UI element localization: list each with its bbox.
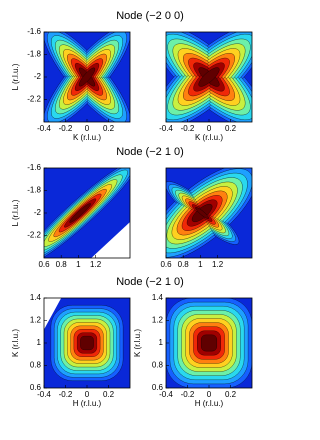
y-tick-label: 0.6: [30, 383, 42, 392]
y-axis-label: K (r.l.u.): [133, 329, 142, 357]
y-axis-label: L (r.l.u.): [11, 199, 20, 226]
x-tick-label: 0: [207, 124, 212, 133]
x-tick-label: -0.2: [59, 390, 73, 399]
contour-level: [80, 335, 94, 351]
y-tick-label: 1: [37, 338, 42, 347]
x-tick-label: 1: [76, 260, 81, 269]
y-tick-label: 1.4: [30, 293, 42, 302]
contour-plot: [166, 32, 252, 122]
x-tick-label: 0: [207, 390, 212, 399]
masked-region: [44, 298, 62, 330]
y-tick-label: -1.8: [27, 50, 41, 59]
x-tick-label: -0.2: [181, 124, 195, 133]
y-tick-label: -1.6: [27, 163, 41, 172]
x-tick-label: 1.2: [212, 260, 224, 269]
contour-plot: [166, 168, 252, 258]
contour-plot: [44, 32, 130, 122]
contour-level: [78, 67, 96, 87]
y-tick-label: -2: [34, 208, 42, 217]
x-tick-label: 0.6: [38, 260, 50, 269]
plot-frame: [165, 167, 253, 259]
contour-fill: [69, 203, 91, 223]
x-tick-label: 0.2: [225, 124, 237, 133]
x-tick-label: 0.2: [225, 390, 237, 399]
y-tick-label: -1.6: [27, 27, 41, 36]
x-tick-label: 0: [85, 124, 90, 133]
contour-fill: [80, 335, 94, 351]
panel-title: Node (−2 0 0): [116, 10, 184, 22]
x-tick-label: 0.8: [178, 260, 190, 269]
contour-level: [201, 334, 217, 352]
y-axis-label: K (r.l.u.): [11, 329, 20, 357]
x-tick-label: 1.2: [90, 260, 102, 269]
y-tick-label: -2.2: [27, 231, 41, 240]
contour-plot: [166, 298, 252, 388]
x-axis-label: H (r.l.u.): [195, 399, 224, 408]
contour-fill: [195, 207, 209, 219]
contour-fill: [198, 67, 220, 87]
contour-plot: [44, 168, 130, 258]
x-axis-label: K (r.l.u.): [73, 133, 101, 142]
x-tick-label: -0.2: [181, 390, 195, 399]
x-tick-label: 0: [85, 390, 90, 399]
x-tick-label: 0.2: [103, 390, 115, 399]
y-tick-label: -2.2: [27, 95, 41, 104]
x-tick-label: 0.8: [56, 260, 68, 269]
x-axis-label: K (r.l.u.): [195, 133, 223, 142]
y-tick-label: 1: [159, 338, 164, 347]
x-axis-label: H (r.l.u.): [73, 399, 102, 408]
contour-level: [198, 67, 220, 87]
contour-level: [69, 203, 91, 223]
y-tick-label: -2: [34, 72, 42, 81]
x-tick-label: -0.4: [37, 390, 51, 399]
y-tick-label: 1.2: [152, 316, 164, 325]
contour-plot: [44, 298, 130, 388]
x-tick-label: -0.4: [159, 124, 173, 133]
y-tick-label: 0.6: [152, 383, 164, 392]
x-tick-label: 0.2: [103, 124, 115, 133]
y-tick-label: -1.8: [27, 186, 41, 195]
figure: Node (−2 0 0) -0.4 -0.2 0 0.2 -1.6 -1.8 -2 -2.2 K…: [11, 10, 253, 408]
contour-fill: [78, 67, 96, 87]
y-tick-label: 1.2: [30, 316, 42, 325]
x-tick-label: -0.4: [159, 390, 173, 399]
x-tick-label: 1: [198, 260, 203, 269]
contour-fill: [201, 334, 217, 352]
panel-title: Node (−2 1 0): [116, 276, 184, 288]
y-axis-label: L (r.l.u.): [11, 63, 20, 90]
x-tick-label: 0.6: [160, 260, 172, 269]
masked-region: [91, 222, 130, 258]
y-tick-label: 1.4: [152, 293, 164, 302]
y-tick-label: 0.8: [152, 361, 164, 370]
x-tick-label: -0.2: [59, 124, 73, 133]
contour-level: [191, 203, 213, 223]
panel-title: Node (−2 1 0): [116, 146, 184, 158]
y-tick-label: 0.8: [30, 361, 42, 370]
x-tick-label: -0.4: [37, 124, 51, 133]
